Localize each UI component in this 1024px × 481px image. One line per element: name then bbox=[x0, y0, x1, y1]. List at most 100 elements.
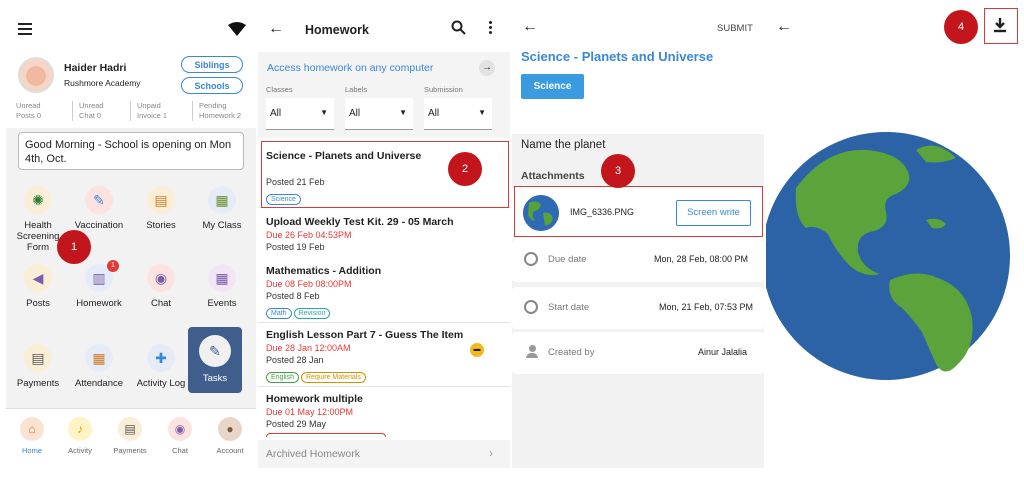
tile-attendance[interactable]: ▦ Attendance bbox=[69, 344, 129, 389]
homework-posted: Posted 21 Feb bbox=[266, 177, 325, 187]
back-arrow-icon[interactable]: ← bbox=[776, 18, 792, 35]
homework-detail-title: Science - Planets and Universe bbox=[521, 49, 714, 64]
search-icon[interactable] bbox=[451, 20, 466, 40]
nav-chat[interactable]: ◉ Chat bbox=[156, 417, 204, 455]
stat-unpaid-invoice[interactable]: Unpaid Invoice 1 bbox=[130, 101, 195, 121]
tile-label: Events bbox=[207, 298, 237, 309]
tile-label: Health Screening Form bbox=[16, 220, 60, 253]
tile-label: Homework bbox=[76, 298, 122, 309]
stat-value: Invoice 1 bbox=[137, 111, 168, 120]
step-marker-3: 3 bbox=[601, 154, 635, 188]
filter-classes-select[interactable]: All ▼ bbox=[266, 98, 334, 130]
submit-button[interactable]: SUBMIT bbox=[717, 23, 753, 34]
homework-posted: Posted 19 Feb bbox=[266, 242, 325, 252]
tile-vaccination[interactable]: ✎ Vaccination bbox=[69, 186, 129, 231]
image-viewer-screen: ← 4 bbox=[766, 8, 1018, 468]
homework-detail-screen: ← SUBMIT Science - Planets and Universe … bbox=[512, 8, 764, 468]
attachments-label: Attachments bbox=[521, 170, 585, 182]
highlight-box bbox=[261, 141, 509, 208]
dropdown-caret-icon: ▼ bbox=[399, 108, 407, 117]
stat-unread-chat[interactable]: Unread Chat 0 bbox=[72, 101, 137, 121]
archived-homework-row[interactable]: Archived Homework › bbox=[258, 440, 510, 468]
car-icon: ▬ bbox=[470, 343, 484, 357]
detail-header bbox=[512, 8, 764, 134]
homework-item[interactable]: Homework multiple Due 01 May 12:00PM Pos… bbox=[258, 387, 510, 443]
wifi-icon bbox=[228, 22, 246, 41]
homework-item[interactable]: Mathematics - Addition Due 08 Feb 08:00P… bbox=[258, 259, 510, 323]
nav-payments[interactable]: ▤ Payments bbox=[106, 417, 154, 455]
globe-thumbnail bbox=[523, 195, 559, 231]
tile-health-screening[interactable]: ✺ Health Screening Form bbox=[8, 186, 68, 253]
access-banner[interactable]: Access homework on any computer → bbox=[258, 52, 510, 86]
tile-activity-log[interactable]: ✚ Activity Log bbox=[131, 344, 191, 389]
tile-payments[interactable]: ▤ Payments bbox=[8, 344, 68, 389]
user-name: Haider Hadri bbox=[64, 62, 127, 74]
bottom-nav: ⌂ Home ♪ Activity ▤ Payments ◉ Chat ● Ac… bbox=[6, 408, 256, 468]
step-marker-2: 2 bbox=[448, 152, 482, 186]
tile-label: Tasks bbox=[202, 373, 228, 384]
homework-item[interactable]: Upload Weekly Test Kit. 29 - 05 March Du… bbox=[258, 210, 510, 260]
more-vert-icon[interactable] bbox=[489, 21, 492, 34]
homework-due: Due 01 May 12:00PM bbox=[266, 407, 354, 417]
download-icon[interactable] bbox=[992, 17, 1008, 38]
chat-icon: ◉ bbox=[168, 417, 192, 441]
homework-due: Due 08 Feb 08:00PM bbox=[266, 279, 352, 289]
avatar[interactable] bbox=[18, 57, 54, 93]
stat-label: Pending bbox=[199, 101, 227, 110]
home-topbar bbox=[6, 8, 256, 52]
schools-button[interactable]: Schools bbox=[181, 77, 243, 94]
subject-button[interactable]: Science bbox=[521, 74, 584, 99]
tag-chip: English bbox=[266, 372, 299, 383]
megaphone-icon: ◀ bbox=[24, 264, 52, 292]
tile-tasks[interactable]: ✎ Tasks bbox=[188, 327, 242, 393]
syringe-icon: ✎ bbox=[85, 186, 113, 214]
due-date-row: Due date Mon, 28 Feb, 08:00 PM bbox=[512, 240, 764, 282]
nav-activity[interactable]: ♪ Activity bbox=[56, 417, 104, 455]
step-marker-4: 4 bbox=[944, 10, 978, 44]
stat-unread-posts[interactable]: Unread Posts 0 bbox=[16, 101, 74, 121]
homework-list-screen: ← Homework Access homework on any comput… bbox=[258, 8, 510, 468]
filter-submission-select[interactable]: All ▼ bbox=[424, 98, 492, 130]
tag-chip: Revision bbox=[293, 308, 331, 319]
tile-homework[interactable]: ▥ 1 Homework bbox=[69, 260, 129, 309]
homework-title: Homework multiple bbox=[266, 393, 363, 405]
tile-chat[interactable]: ◉ Chat bbox=[131, 264, 191, 309]
nav-home[interactable]: ⌂ Home bbox=[8, 417, 56, 455]
screen-write-button[interactable]: Screen write bbox=[676, 200, 751, 226]
homework-icon: ▥ 1 bbox=[85, 260, 119, 292]
tile-my-class[interactable]: ▦ My Class bbox=[192, 186, 252, 231]
stopwatch-icon bbox=[524, 300, 538, 314]
tile-label: Attendance bbox=[74, 378, 124, 389]
back-arrow-icon[interactable]: ← bbox=[522, 18, 538, 35]
tile-stories[interactable]: ▤ Stories bbox=[131, 186, 191, 231]
start-date-value: Mon, 21 Feb, 07:53 PM bbox=[659, 302, 754, 312]
stat-pending-homework[interactable]: Pending Homework 2 bbox=[192, 101, 256, 121]
back-arrow-icon[interactable]: ← bbox=[268, 20, 284, 37]
stat-label: Unread bbox=[16, 101, 41, 110]
tile-label: Activity Log bbox=[136, 378, 186, 389]
select-value: All bbox=[270, 108, 282, 119]
select-value: All bbox=[428, 108, 440, 119]
classroom-icon: ▦ bbox=[208, 186, 236, 214]
menu-icon[interactable] bbox=[18, 23, 32, 35]
tile-events[interactable]: ▦ Events bbox=[192, 264, 252, 309]
created-by-label: Created by bbox=[548, 347, 595, 358]
created-by-value: Ainur Jalalia bbox=[698, 347, 748, 357]
attachment-card[interactable]: IMG_6336.PNG Screen write bbox=[512, 187, 764, 240]
start-date-label: Start date bbox=[548, 302, 590, 313]
arrow-right-icon[interactable]: → bbox=[479, 60, 495, 76]
tile-posts[interactable]: ◀ Posts bbox=[8, 264, 68, 309]
invoice-icon: ▤ bbox=[24, 344, 52, 372]
tile-label: Payments bbox=[16, 378, 60, 389]
homework-title: English Lesson Part 7 - Guess The Item bbox=[266, 329, 464, 341]
pacifier-icon: ✚ bbox=[147, 344, 175, 372]
homework-item[interactable]: English Lesson Part 7 - Guess The Item D… bbox=[258, 323, 510, 387]
siblings-button[interactable]: Siblings bbox=[181, 56, 243, 73]
access-link[interactable]: Access homework on any computer bbox=[267, 62, 434, 74]
nav-account[interactable]: ● Account bbox=[206, 417, 254, 455]
filter-labels-select[interactable]: All ▼ bbox=[345, 98, 413, 130]
tile-label: Chat bbox=[150, 298, 172, 309]
tag-chip bbox=[266, 433, 386, 437]
greeting-banner: Good Morning - School is opening on Mon … bbox=[18, 132, 244, 170]
tile-label: Vaccination bbox=[74, 220, 124, 231]
